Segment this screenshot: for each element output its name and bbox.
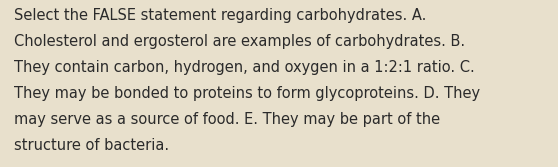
Text: They may be bonded to proteins to form glycoproteins. D. They: They may be bonded to proteins to form g… [14,86,480,101]
Text: They contain carbon, hydrogen, and oxygen in a 1:2:1 ratio. C.: They contain carbon, hydrogen, and oxyge… [14,60,475,75]
Text: Cholesterol and ergosterol are examples of carbohydrates. B.: Cholesterol and ergosterol are examples … [14,34,465,49]
Text: structure of bacteria.: structure of bacteria. [14,138,169,153]
Text: may serve as a source of food. E. They may be part of the: may serve as a source of food. E. They m… [14,112,440,127]
Text: Select the FALSE statement regarding carbohydrates. A.: Select the FALSE statement regarding car… [14,8,426,23]
